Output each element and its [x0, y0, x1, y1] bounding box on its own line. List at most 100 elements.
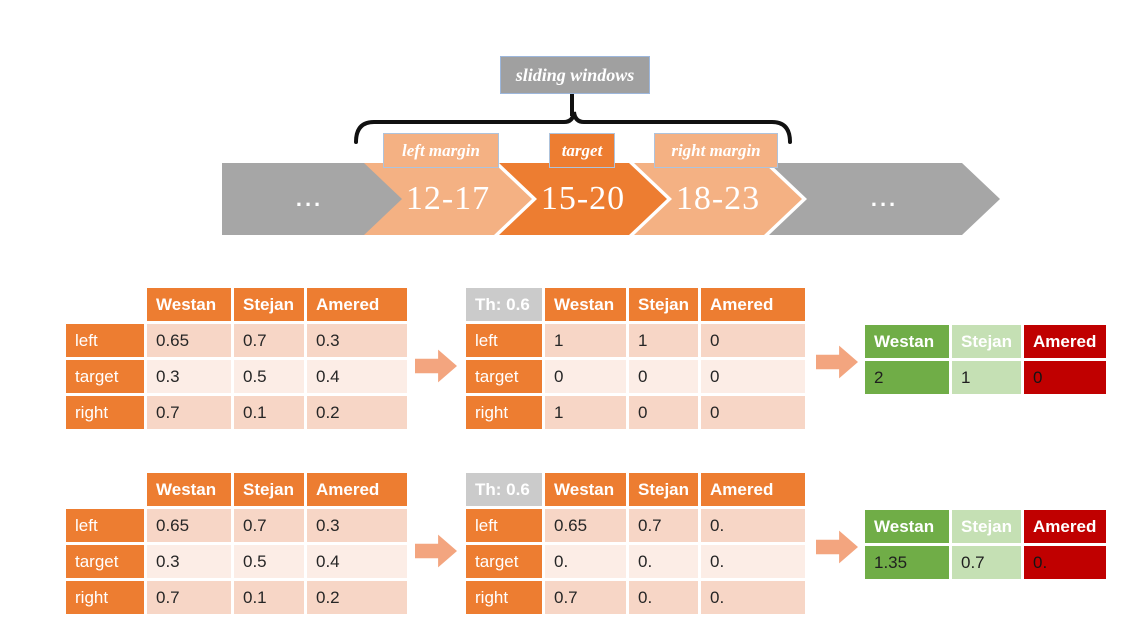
- flow-arrow-icon: [816, 345, 858, 379]
- result-header-stejan: Stejan: [952, 510, 1022, 543]
- result-value-westan: 1.35: [865, 546, 949, 579]
- cell: 0: [701, 360, 806, 393]
- result-header-westan: Westan: [865, 510, 949, 543]
- cell: 0.65: [545, 509, 626, 542]
- input-table-row1: Westan Stejan Amered left 0.65 0.7 0.3 t…: [63, 285, 410, 432]
- window-range-15-20: 15-20: [540, 180, 626, 217]
- result-header-amered: Amered: [1024, 510, 1107, 543]
- cell: 0.7: [147, 396, 231, 429]
- cell: 0: [545, 360, 626, 393]
- result-header-amered: Amered: [1024, 325, 1107, 358]
- cell: 0: [701, 324, 806, 357]
- cell: 0: [629, 396, 699, 429]
- col-header-stejan: Stejan: [234, 473, 304, 506]
- cell: 0.: [701, 581, 806, 614]
- cell: 1: [545, 396, 626, 429]
- flow-arrow-icon: [415, 349, 457, 383]
- cell: 0.7: [147, 581, 231, 614]
- window-range-12-17: 12-17: [405, 180, 491, 217]
- cell: 0.: [545, 545, 626, 578]
- row-label-left: left: [466, 509, 542, 542]
- cell: 0.1: [234, 581, 304, 614]
- window-chevron-left-margin: 12-17: [364, 163, 532, 235]
- row-label-target: target: [466, 545, 542, 578]
- result-value-stejan: 1: [952, 361, 1022, 394]
- row-label-right: right: [466, 581, 542, 614]
- title-connector-line: [570, 91, 574, 116]
- corner-cell: [66, 288, 144, 321]
- threshold-header-cell: Th: 0.6: [466, 288, 542, 321]
- flow-arrow-icon: [415, 534, 457, 568]
- cell: 0.3: [307, 509, 407, 542]
- col-header-westan: Westan: [147, 473, 231, 506]
- window-range-18-23: 18-23: [675, 180, 761, 217]
- cell: 0.: [701, 545, 806, 578]
- col-header-stejan: Stejan: [234, 288, 304, 321]
- result-table-row2: Westan Stejan Amered 1.35 0.7 0.: [862, 507, 1109, 582]
- cell: 0.7: [545, 581, 626, 614]
- cell: 0.65: [147, 324, 231, 357]
- result-value-amered: 0.: [1024, 546, 1107, 579]
- result-value-westan: 2: [865, 361, 949, 394]
- cell: 1: [545, 324, 626, 357]
- row-label-right: right: [66, 396, 144, 429]
- cell: 0: [629, 360, 699, 393]
- row-label-target: target: [66, 545, 144, 578]
- cell: 0.: [701, 509, 806, 542]
- cell: 0.4: [307, 360, 407, 393]
- row-label-left: left: [66, 324, 144, 357]
- sliding-windows-title-box: sliding windows: [500, 56, 650, 94]
- cell: 0.: [629, 581, 699, 614]
- threshold-table-row1: Th: 0.6 Westan Stejan Amered left 1 1 0 …: [463, 285, 808, 432]
- result-header-stejan: Stejan: [952, 325, 1022, 358]
- cell: 0.7: [234, 324, 304, 357]
- result-value-amered: 0: [1024, 361, 1107, 394]
- row-label-left: left: [466, 324, 542, 357]
- cell: 0.7: [629, 509, 699, 542]
- horizontal-brace: [354, 111, 792, 144]
- right-margin-text: right margin: [671, 140, 761, 160]
- cell: 0.65: [147, 509, 231, 542]
- cell: 0.3: [307, 324, 407, 357]
- sliding-windows-label: sliding windows: [515, 64, 635, 85]
- result-value-stejan: 0.7: [952, 546, 1022, 579]
- cell: 0.7: [234, 509, 304, 542]
- col-header-westan: Westan: [147, 288, 231, 321]
- col-header-stejan: Stejan: [629, 288, 699, 321]
- band-right-ellipsis-chevron: ...: [769, 163, 1000, 235]
- col-header-westan: Westan: [545, 288, 626, 321]
- row-label-target: target: [466, 360, 542, 393]
- row-label-right: right: [66, 581, 144, 614]
- cell: 0: [701, 396, 806, 429]
- result-table-row1: Westan Stejan Amered 2 1 0: [862, 322, 1109, 397]
- cell: 0.: [629, 545, 699, 578]
- cell: 0.5: [234, 360, 304, 393]
- cell: 0.1: [234, 396, 304, 429]
- flow-arrow-icon: [816, 530, 858, 564]
- cell: 0.3: [147, 545, 231, 578]
- cell: 0.4: [307, 545, 407, 578]
- corner-cell: [66, 473, 144, 506]
- cell: 0.2: [307, 581, 407, 614]
- col-header-amered: Amered: [701, 473, 806, 506]
- left-margin-label: left margin: [383, 133, 499, 168]
- cell: 0.2: [307, 396, 407, 429]
- left-ellipsis: ...: [295, 186, 324, 211]
- row-label-left: left: [66, 509, 144, 542]
- cell: 1: [629, 324, 699, 357]
- cell: 0.3: [147, 360, 231, 393]
- target-label: target: [549, 133, 615, 168]
- threshold-header-cell: Th: 0.6: [466, 473, 542, 506]
- left-margin-text: left margin: [402, 140, 480, 160]
- col-header-amered: Amered: [307, 473, 407, 506]
- result-header-westan: Westan: [865, 325, 949, 358]
- input-table-row2: Westan Stejan Amered left 0.65 0.7 0.3 t…: [63, 470, 410, 617]
- threshold-table-row2: Th: 0.6 Westan Stejan Amered left 0.65 0…: [463, 470, 808, 617]
- col-header-westan: Westan: [545, 473, 626, 506]
- cell: 0.5: [234, 545, 304, 578]
- row-label-right: right: [466, 396, 542, 429]
- col-header-stejan: Stejan: [629, 473, 699, 506]
- right-ellipsis: ...: [870, 186, 899, 211]
- col-header-amered: Amered: [307, 288, 407, 321]
- col-header-amered: Amered: [701, 288, 806, 321]
